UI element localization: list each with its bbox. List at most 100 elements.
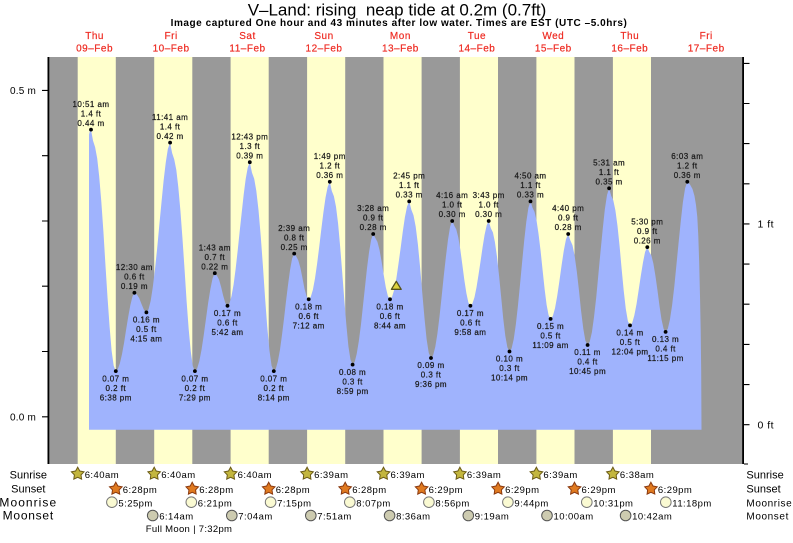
- svg-text:10:31pm: 10:31pm: [593, 498, 633, 509]
- svg-text:6:29pm: 6:29pm: [429, 485, 463, 496]
- svg-text:0.6 ft: 0.6 ft: [460, 319, 481, 328]
- svg-text:Image captured One hour and 43: Image captured One hour and 43 minutes a…: [171, 18, 628, 29]
- svg-text:1.1 ft: 1.1 ft: [399, 181, 420, 190]
- svg-text:1.2 ft: 1.2 ft: [677, 162, 698, 171]
- svg-text:10:42am: 10:42am: [632, 512, 672, 523]
- svg-text:V–Land: rising neap tide at 0: V–Land: rising neap tide at 0.2m (0.7ft): [248, 1, 547, 20]
- svg-text:9:36 pm: 9:36 pm: [415, 380, 447, 389]
- svg-text:0.3 ft: 0.3 ft: [342, 377, 363, 386]
- svg-text:Moonset: Moonset: [746, 512, 789, 523]
- svg-text:Mon: Mon: [390, 31, 411, 42]
- svg-text:0.6 ft: 0.6 ft: [124, 273, 145, 282]
- svg-text:0.14 m: 0.14 m: [616, 329, 643, 338]
- svg-text:0.36 m: 0.36 m: [316, 171, 343, 180]
- svg-text:Wed: Wed: [542, 31, 564, 42]
- svg-text:7:12 am: 7:12 am: [293, 322, 325, 331]
- svg-text:11:18pm: 11:18pm: [672, 498, 711, 509]
- svg-text:6:28pm: 6:28pm: [199, 485, 233, 496]
- svg-text:12–Feb: 12–Feb: [306, 44, 343, 55]
- svg-text:7:51am: 7:51am: [317, 512, 351, 523]
- svg-text:2:39 am: 2:39 am: [278, 224, 310, 233]
- svg-text:6:38 pm: 6:38 pm: [100, 393, 132, 402]
- svg-text:3:28 am: 3:28 am: [357, 204, 389, 213]
- svg-text:7:29 pm: 7:29 pm: [179, 393, 211, 402]
- svg-text:7:04am: 7:04am: [238, 512, 272, 523]
- svg-text:4:16 am: 4:16 am: [436, 191, 468, 200]
- svg-text:Thu: Thu: [620, 31, 639, 42]
- svg-text:10:45 pm: 10:45 pm: [569, 367, 606, 376]
- svg-text:6:28pm: 6:28pm: [352, 485, 386, 496]
- svg-text:0 ft: 0 ft: [758, 419, 775, 431]
- svg-text:0.4 ft: 0.4 ft: [655, 345, 676, 354]
- svg-text:0.42 m: 0.42 m: [157, 132, 184, 141]
- svg-text:6:39am: 6:39am: [543, 470, 577, 481]
- svg-text:0.3 ft: 0.3 ft: [421, 371, 442, 380]
- svg-text:0.5 ft: 0.5 ft: [136, 325, 157, 334]
- svg-text:0.36 m: 0.36 m: [674, 171, 701, 180]
- svg-text:0.39 m: 0.39 m: [236, 151, 263, 160]
- svg-text:Thu: Thu: [85, 31, 104, 42]
- svg-text:11:41 am: 11:41 am: [152, 113, 188, 122]
- svg-text:Moonset: Moonset: [3, 509, 54, 523]
- svg-text:0.8 ft: 0.8 ft: [284, 233, 305, 242]
- svg-text:14–Feb: 14–Feb: [458, 44, 495, 55]
- svg-text:11:09 am: 11:09 am: [532, 341, 568, 350]
- svg-text:0.18 m: 0.18 m: [376, 303, 403, 312]
- svg-text:5:31 am: 5:31 am: [593, 159, 625, 168]
- svg-text:0.30 m: 0.30 m: [439, 210, 466, 219]
- svg-text:8:36am: 8:36am: [396, 512, 430, 523]
- svg-text:6:40am: 6:40am: [161, 470, 195, 481]
- svg-text:6:38am: 6:38am: [620, 470, 654, 481]
- svg-text:6:03 am: 6:03 am: [671, 152, 703, 161]
- svg-text:6:40am: 6:40am: [238, 470, 272, 481]
- svg-text:6:14am: 6:14am: [159, 512, 193, 523]
- svg-text:1.4 ft: 1.4 ft: [81, 109, 102, 118]
- svg-text:0.4 ft: 0.4 ft: [577, 358, 598, 367]
- svg-text:0.25 m: 0.25 m: [281, 243, 308, 252]
- svg-text:0.09 m: 0.09 m: [417, 361, 444, 370]
- svg-text:4:50 am: 4:50 am: [514, 172, 546, 181]
- svg-text:0.9 ft: 0.9 ft: [637, 227, 658, 236]
- svg-text:12:43 pm: 12:43 pm: [231, 132, 268, 141]
- svg-text:0.16 m: 0.16 m: [133, 316, 160, 325]
- svg-text:15–Feb: 15–Feb: [535, 44, 572, 55]
- svg-text:1.1 ft: 1.1 ft: [520, 181, 541, 190]
- svg-text:0.44 m: 0.44 m: [77, 119, 104, 128]
- svg-text:3:43 pm: 3:43 pm: [473, 191, 505, 200]
- svg-text:6:39am: 6:39am: [467, 470, 501, 481]
- svg-text:1.1 ft: 1.1 ft: [599, 168, 620, 177]
- svg-text:6:28pm: 6:28pm: [276, 485, 310, 496]
- svg-text:10:14 pm: 10:14 pm: [491, 374, 528, 383]
- svg-text:0.28 m: 0.28 m: [360, 223, 387, 232]
- svg-text:1.4 ft: 1.4 ft: [160, 122, 181, 131]
- svg-text:0.11 m: 0.11 m: [574, 348, 601, 357]
- svg-text:6:40am: 6:40am: [85, 470, 119, 481]
- svg-text:11–Feb: 11–Feb: [229, 44, 265, 55]
- svg-text:0.33 m: 0.33 m: [517, 191, 544, 200]
- svg-text:Tue: Tue: [468, 31, 486, 42]
- svg-text:6:21pm: 6:21pm: [198, 498, 232, 509]
- svg-text:8:59 pm: 8:59 pm: [337, 387, 369, 396]
- svg-text:2:45 pm: 2:45 pm: [393, 172, 425, 181]
- svg-text:8:14 pm: 8:14 pm: [258, 393, 290, 402]
- svg-text:Sunset: Sunset: [746, 484, 780, 496]
- svg-text:09–Feb: 09–Feb: [76, 44, 113, 55]
- svg-text:0.5 ft: 0.5 ft: [540, 332, 561, 341]
- svg-text:9:19am: 9:19am: [475, 512, 509, 523]
- svg-text:0.15 m: 0.15 m: [537, 322, 564, 331]
- svg-text:0.28 m: 0.28 m: [555, 223, 582, 232]
- svg-text:6:28pm: 6:28pm: [123, 485, 157, 496]
- svg-text:0.7 ft: 0.7 ft: [205, 253, 226, 262]
- svg-text:Fri: Fri: [700, 31, 713, 42]
- svg-text:1.2 ft: 1.2 ft: [320, 162, 341, 171]
- svg-text:Full Moon | 7:32pm: Full Moon | 7:32pm: [146, 524, 233, 535]
- svg-text:0.07 m: 0.07 m: [181, 374, 208, 383]
- svg-text:0.07 m: 0.07 m: [260, 374, 287, 383]
- svg-text:0.22 m: 0.22 m: [201, 262, 228, 271]
- svg-text:1.3 ft: 1.3 ft: [240, 142, 261, 151]
- svg-text:Fri: Fri: [165, 31, 178, 42]
- svg-text:16–Feb: 16–Feb: [611, 44, 648, 55]
- svg-text:5:42 am: 5:42 am: [211, 328, 243, 337]
- svg-text:0.0 m: 0.0 m: [10, 412, 36, 423]
- svg-text:5:25pm: 5:25pm: [118, 498, 152, 509]
